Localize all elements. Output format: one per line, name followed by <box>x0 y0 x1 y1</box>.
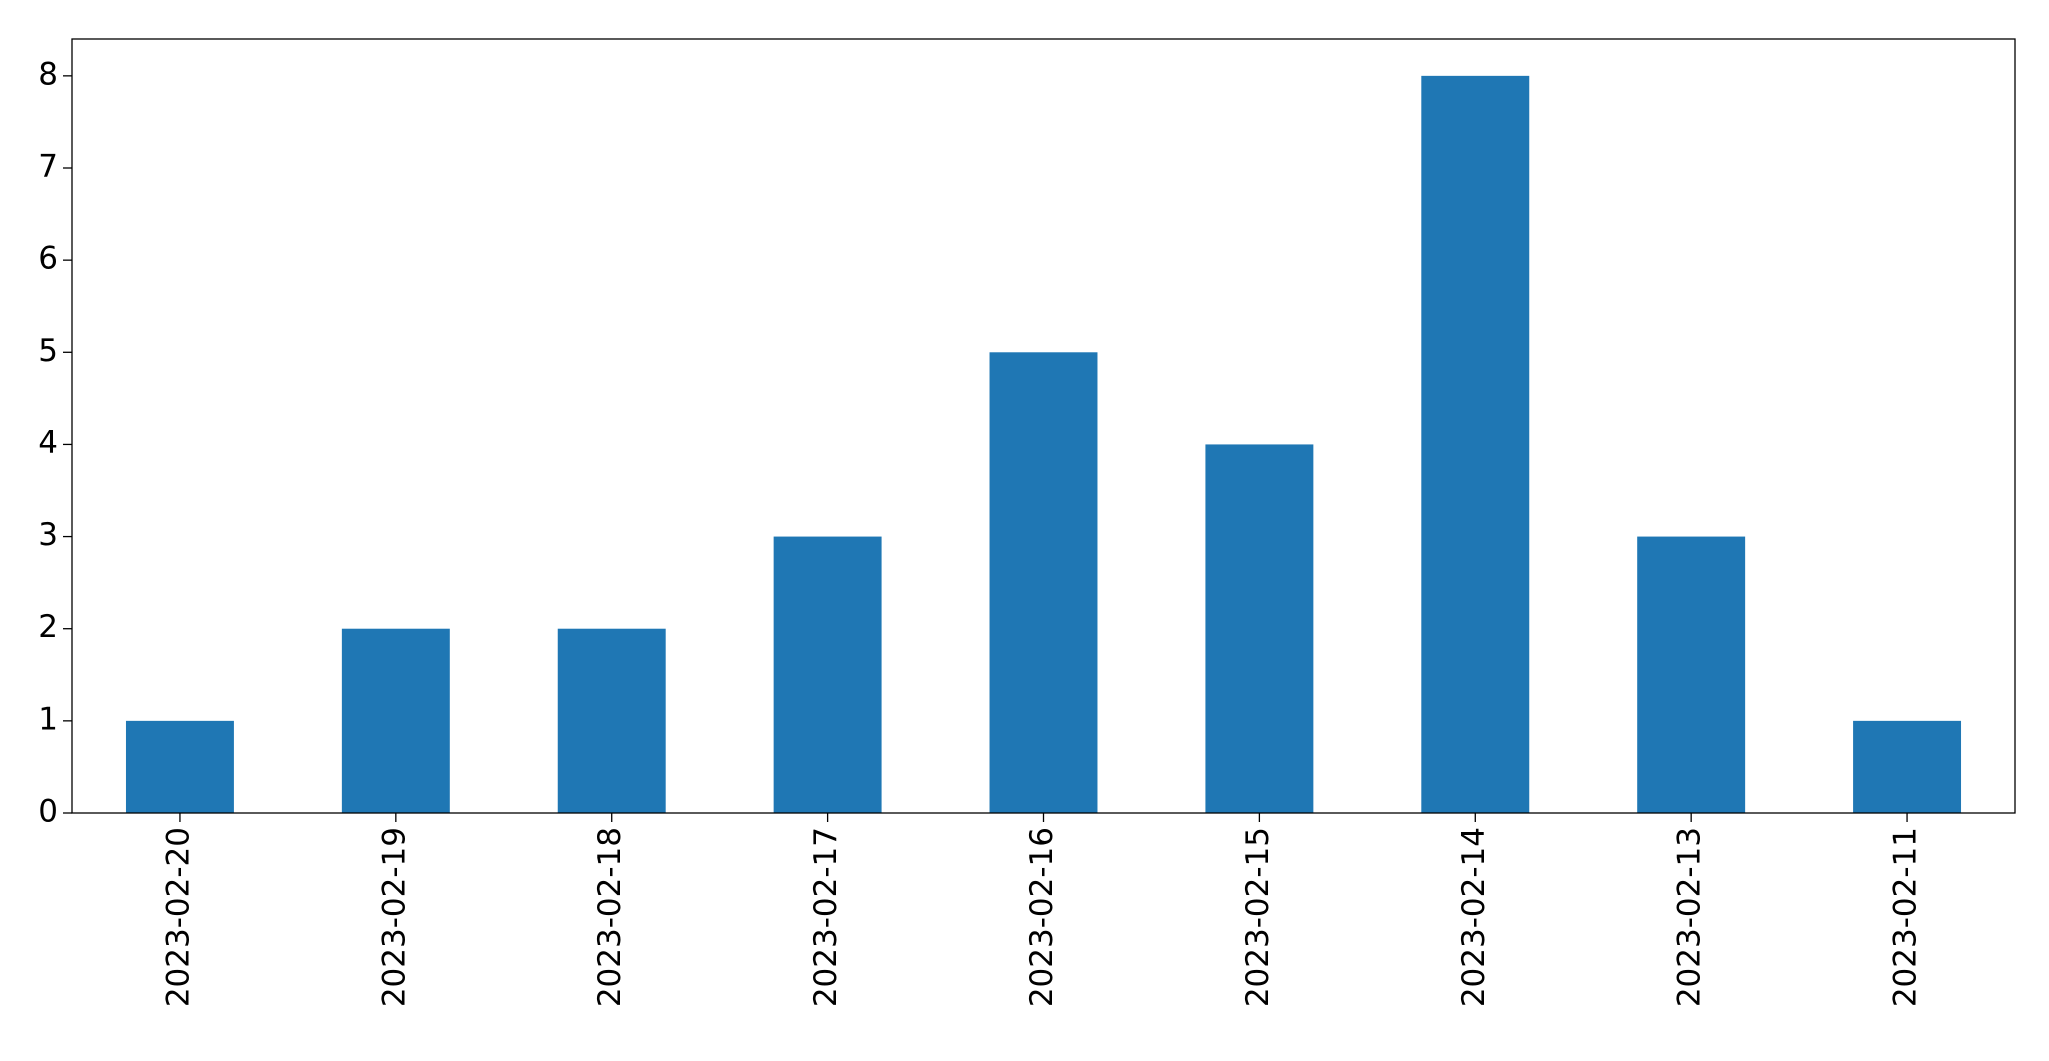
x-tick-label: 2023-02-11 <box>1888 827 1924 1007</box>
bar <box>1205 444 1314 813</box>
y-tick-label: 7 <box>38 149 58 185</box>
bar <box>1637 536 1746 813</box>
bar <box>989 352 1098 813</box>
y-tick-label: 3 <box>38 517 58 553</box>
y-tick-label: 6 <box>38 241 58 277</box>
x-tick-label: 2023-02-18 <box>592 827 628 1007</box>
y-tick-label: 4 <box>38 425 58 461</box>
y-tick-label: 2 <box>38 609 58 645</box>
bar <box>125 720 234 813</box>
bar <box>557 628 666 813</box>
plot-frame <box>71 38 2016 814</box>
x-tick-label: 2023-02-16 <box>1024 827 1060 1007</box>
y-tick-label: 5 <box>38 333 58 369</box>
x-tick-label: 2023-02-19 <box>376 827 412 1007</box>
x-tick-label: 2023-02-20 <box>160 827 196 1007</box>
y-tick-label: 0 <box>38 794 58 830</box>
x-tick-label: 2023-02-17 <box>808 827 844 1007</box>
bar <box>1421 75 1530 814</box>
bar <box>773 536 882 813</box>
y-tick-label: 1 <box>38 701 58 737</box>
y-tick-label: 8 <box>38 56 58 92</box>
x-tick-label: 2023-02-13 <box>1672 827 1708 1007</box>
bar <box>341 628 450 813</box>
x-tick-label: 2023-02-15 <box>1240 827 1276 1007</box>
x-tick-label: 2023-02-14 <box>1456 827 1492 1007</box>
bar <box>1853 720 1962 813</box>
